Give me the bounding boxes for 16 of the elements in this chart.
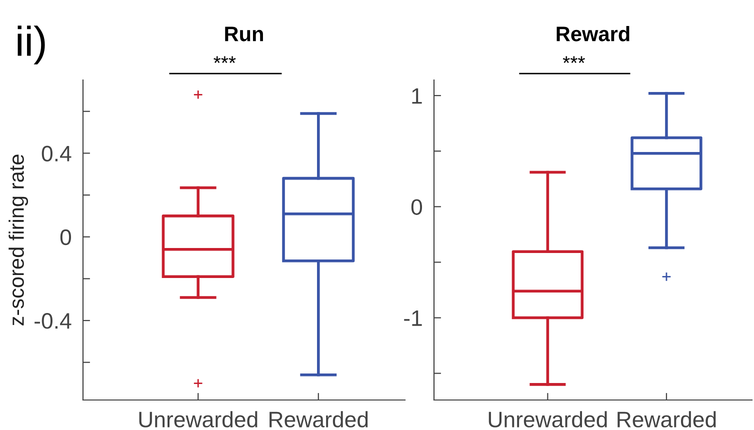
y-tick-label: -1: [404, 310, 422, 326]
text: ii): [18, 26, 45, 64]
x-tick-label: Unrewarded: [488, 411, 607, 428]
chart-title: Run: [225, 26, 263, 42]
text: ***: [562, 56, 585, 64]
y-tick-label: -0.4: [34, 313, 72, 329]
x-tick-label: Unrewarded: [139, 411, 258, 428]
y-tick-label: 1: [412, 88, 422, 104]
chart-title: Reward: [556, 26, 630, 42]
x-tick-label: Rewarded: [270, 411, 368, 428]
y-axis-title: z-scored firing rate: [8, 154, 28, 326]
y-tick-label: 0: [60, 229, 72, 246]
y-tick-label: 0: [411, 199, 422, 215]
x-tick-label: Rewarded: [618, 411, 716, 428]
y-tick-label: 0.4: [42, 146, 72, 162]
text: ***: [214, 56, 236, 64]
